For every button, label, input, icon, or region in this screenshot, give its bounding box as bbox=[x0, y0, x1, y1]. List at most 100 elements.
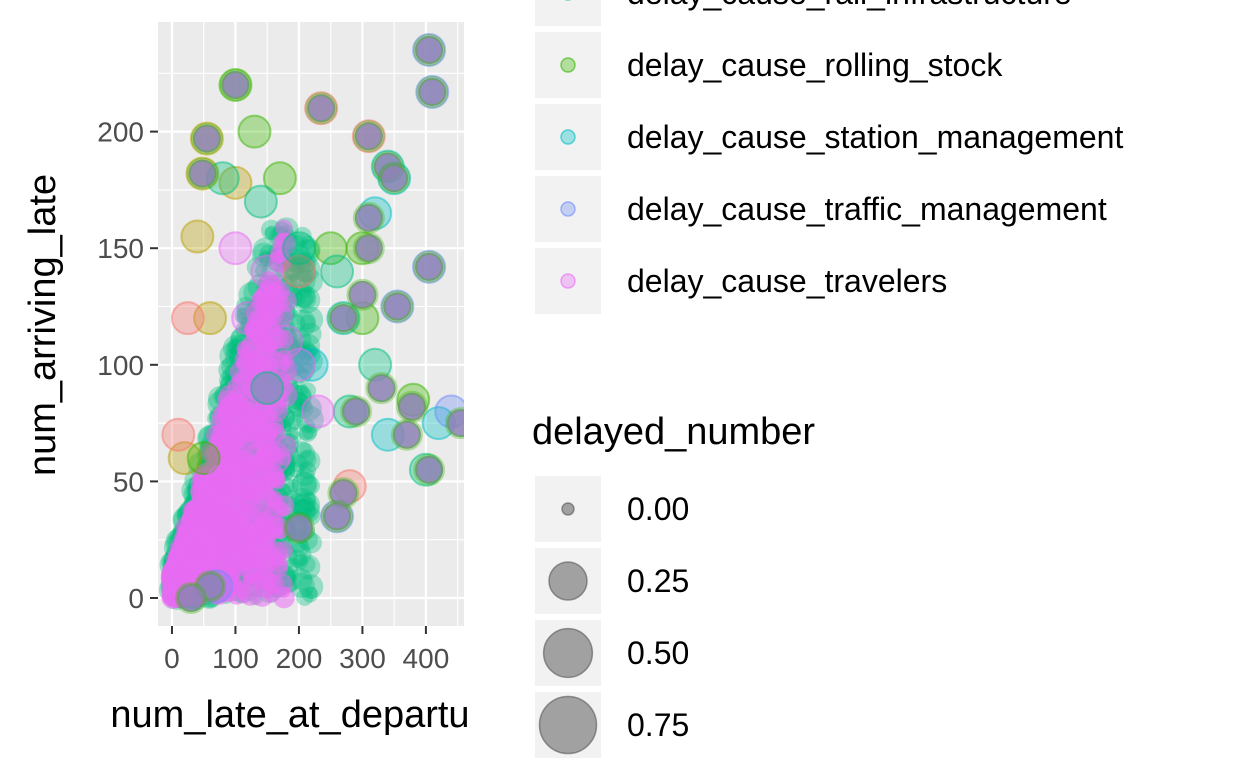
data-point bbox=[234, 372, 250, 389]
legend-key bbox=[535, 176, 601, 242]
data-point bbox=[237, 588, 252, 604]
data-point bbox=[291, 471, 318, 498]
legend-label: delay_cause_travelers bbox=[627, 263, 947, 299]
data-point bbox=[252, 416, 269, 432]
data-point bbox=[390, 418, 423, 451]
data-points bbox=[158, 32, 464, 615]
size-legend-label: 0.75 bbox=[627, 707, 689, 743]
legend-swatch bbox=[560, 129, 576, 145]
data-point bbox=[352, 120, 385, 153]
data-point bbox=[247, 403, 259, 415]
data-point bbox=[413, 453, 446, 486]
y-tick-label: 200 bbox=[97, 117, 144, 148]
data-point bbox=[186, 441, 221, 476]
data-point bbox=[211, 508, 222, 520]
data-point bbox=[264, 226, 277, 239]
x-tick-label: 200 bbox=[276, 643, 323, 674]
legend-swatch bbox=[560, 273, 576, 289]
data-point bbox=[327, 302, 360, 335]
data-point bbox=[294, 239, 321, 266]
data-point bbox=[285, 557, 300, 573]
data-point bbox=[229, 529, 244, 544]
data-point bbox=[296, 449, 321, 473]
data-point bbox=[269, 389, 285, 405]
data-point bbox=[298, 425, 314, 441]
data-point bbox=[262, 161, 297, 196]
data-point bbox=[352, 201, 385, 234]
size-legend-swatch bbox=[538, 695, 598, 755]
data-point bbox=[239, 579, 251, 591]
x-tick-label: 0 bbox=[164, 643, 180, 674]
data-point bbox=[290, 568, 313, 591]
data-point bbox=[255, 296, 270, 312]
data-point bbox=[195, 519, 215, 538]
data-point bbox=[297, 348, 323, 374]
data-point bbox=[281, 347, 316, 382]
overlapped-points bbox=[175, 33, 464, 615]
x-tick-label: 400 bbox=[403, 643, 450, 674]
data-point bbox=[180, 219, 215, 254]
data-point bbox=[413, 33, 446, 66]
series-points bbox=[161, 231, 335, 592]
size-legend-swatch bbox=[561, 502, 575, 516]
data-point bbox=[218, 165, 253, 200]
data-point bbox=[295, 554, 321, 580]
data-point bbox=[208, 445, 221, 458]
data-point bbox=[287, 414, 304, 431]
data-point bbox=[293, 233, 308, 248]
data-point bbox=[288, 542, 312, 566]
data-point bbox=[295, 467, 315, 487]
data-point bbox=[218, 231, 253, 266]
data-point bbox=[299, 382, 317, 399]
data-point bbox=[288, 461, 305, 478]
data-point bbox=[261, 474, 278, 491]
data-point bbox=[225, 509, 238, 522]
grid bbox=[139, 22, 464, 626]
x-axis-title: num_late_at_departu bbox=[110, 694, 469, 736]
size-legend-swatch bbox=[542, 627, 594, 679]
data-point bbox=[321, 500, 354, 533]
data-point bbox=[250, 254, 285, 289]
data-point bbox=[290, 488, 317, 515]
data-point bbox=[296, 499, 313, 516]
data-point bbox=[298, 574, 324, 600]
y-axis-title: num_arriving_late bbox=[22, 174, 64, 476]
data-point bbox=[231, 498, 248, 515]
data-point bbox=[298, 461, 317, 479]
data-point bbox=[298, 450, 317, 469]
y-tick-label: 100 bbox=[97, 350, 144, 381]
y-tick-label: 0 bbox=[128, 583, 144, 614]
data-point bbox=[298, 556, 316, 574]
data-point bbox=[286, 479, 300, 493]
data-point bbox=[161, 557, 196, 592]
data-point bbox=[296, 588, 314, 606]
data-point bbox=[285, 327, 312, 354]
data-point bbox=[381, 290, 414, 323]
data-point bbox=[238, 540, 254, 556]
data-point bbox=[298, 322, 322, 346]
data-point bbox=[243, 184, 278, 219]
y-tick-label: 150 bbox=[97, 233, 144, 264]
data-point bbox=[293, 286, 321, 314]
legend-label: delay_cause_traffic_management bbox=[627, 191, 1107, 227]
data-point bbox=[299, 424, 317, 442]
data-point bbox=[275, 502, 290, 517]
legend-key bbox=[535, 0, 601, 26]
data-point bbox=[256, 441, 291, 476]
legend-key bbox=[535, 32, 601, 98]
data-point bbox=[289, 454, 308, 473]
data-point bbox=[219, 453, 232, 466]
data-point bbox=[186, 157, 219, 190]
size-legend-title: delayed_number bbox=[532, 411, 815, 453]
size-legend-label: 0.00 bbox=[627, 491, 689, 527]
x-tick-label: 300 bbox=[339, 643, 386, 674]
legend-label: delay_cause_rolling_stock bbox=[627, 47, 1003, 83]
legend-key bbox=[535, 104, 601, 170]
data-point bbox=[203, 489, 221, 507]
data-point bbox=[275, 219, 293, 237]
data-point bbox=[231, 301, 266, 336]
data-point bbox=[290, 283, 316, 308]
data-point bbox=[264, 488, 276, 499]
data-point bbox=[219, 68, 252, 101]
